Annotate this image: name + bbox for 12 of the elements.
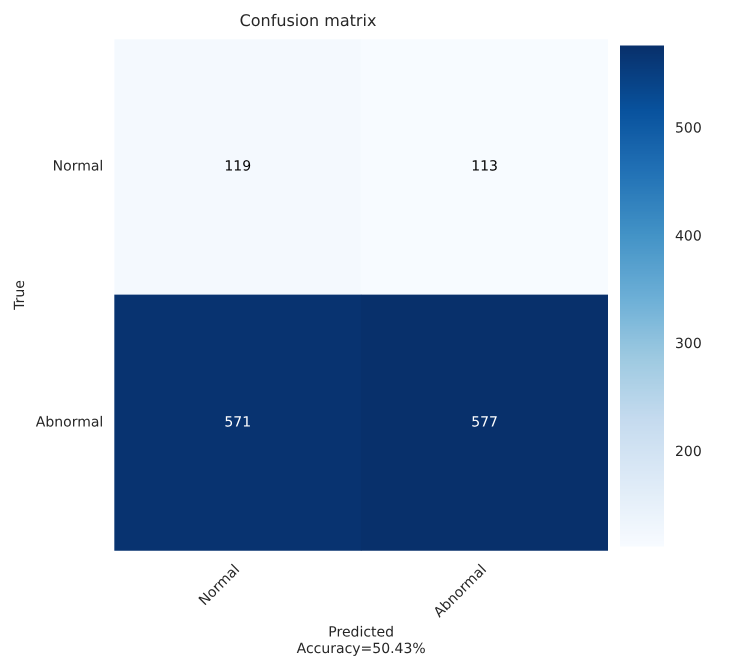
data-label: 571 <box>224 414 252 431</box>
color-bar-label: 200 <box>675 444 702 460</box>
color-bar-label: 300 <box>675 336 702 352</box>
color-bar-label: 400 <box>675 228 702 244</box>
y-axis-title: True <box>12 280 28 311</box>
data-label: 577 <box>471 414 498 431</box>
color-bar-label: 500 <box>675 120 702 137</box>
data-label: 113 <box>471 158 498 175</box>
chart-title: Confusion matrix <box>240 10 376 30</box>
data-label: 119 <box>224 158 252 175</box>
x-axis-title: Predicted <box>328 624 394 640</box>
text: Accuracy=50.43% <box>296 641 426 658</box>
